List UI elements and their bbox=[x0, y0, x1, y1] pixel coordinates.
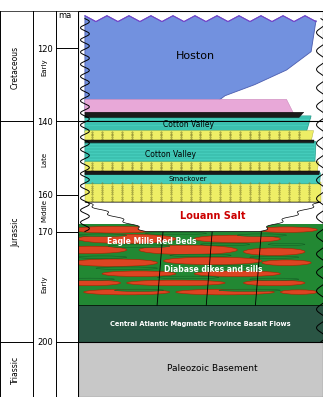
Text: Louann Salt: Louann Salt bbox=[180, 211, 246, 220]
Ellipse shape bbox=[71, 259, 157, 267]
Ellipse shape bbox=[78, 235, 176, 244]
Ellipse shape bbox=[157, 276, 219, 279]
Ellipse shape bbox=[219, 290, 280, 292]
Ellipse shape bbox=[53, 247, 127, 254]
Ellipse shape bbox=[84, 290, 170, 295]
Polygon shape bbox=[85, 117, 311, 133]
Ellipse shape bbox=[194, 271, 280, 277]
Polygon shape bbox=[78, 225, 323, 316]
Polygon shape bbox=[85, 113, 304, 119]
Polygon shape bbox=[85, 162, 318, 173]
Text: 140: 140 bbox=[37, 118, 53, 127]
Ellipse shape bbox=[256, 227, 317, 233]
Text: Late: Late bbox=[41, 151, 47, 166]
Ellipse shape bbox=[78, 234, 127, 237]
Polygon shape bbox=[78, 342, 323, 397]
Polygon shape bbox=[85, 203, 321, 232]
Ellipse shape bbox=[71, 227, 157, 234]
Ellipse shape bbox=[244, 248, 305, 256]
Text: Middle: Middle bbox=[41, 198, 47, 221]
Text: Smackover: Smackover bbox=[169, 176, 208, 182]
Text: ma: ma bbox=[58, 11, 71, 20]
Text: Central Atlantic Magmatic Province Basalt Flows: Central Atlantic Magmatic Province Basal… bbox=[110, 321, 291, 326]
Ellipse shape bbox=[262, 261, 311, 266]
Ellipse shape bbox=[200, 243, 250, 246]
Polygon shape bbox=[85, 182, 321, 203]
Polygon shape bbox=[78, 305, 323, 342]
Ellipse shape bbox=[249, 279, 299, 281]
Ellipse shape bbox=[96, 267, 157, 270]
Text: 200: 200 bbox=[37, 337, 53, 346]
Text: Jurassic: Jurassic bbox=[11, 217, 20, 247]
Polygon shape bbox=[85, 173, 320, 184]
Text: Cotton Valley: Cotton Valley bbox=[163, 119, 214, 128]
Text: Early: Early bbox=[41, 58, 47, 76]
Ellipse shape bbox=[102, 271, 176, 277]
Ellipse shape bbox=[145, 233, 207, 235]
Ellipse shape bbox=[78, 256, 127, 259]
Ellipse shape bbox=[139, 246, 237, 255]
Polygon shape bbox=[85, 100, 294, 115]
Polygon shape bbox=[85, 140, 314, 143]
Ellipse shape bbox=[176, 225, 249, 231]
Polygon shape bbox=[85, 131, 314, 142]
Ellipse shape bbox=[127, 281, 225, 286]
Ellipse shape bbox=[194, 236, 280, 243]
Ellipse shape bbox=[244, 281, 305, 286]
Text: Eagle Mills Red Beds: Eagle Mills Red Beds bbox=[107, 237, 196, 245]
Text: Triassic: Triassic bbox=[11, 355, 20, 383]
Ellipse shape bbox=[268, 244, 305, 246]
Text: 160: 160 bbox=[37, 191, 53, 200]
Text: 170: 170 bbox=[37, 227, 53, 236]
Polygon shape bbox=[85, 17, 316, 111]
Ellipse shape bbox=[237, 234, 286, 237]
Polygon shape bbox=[85, 142, 316, 164]
Polygon shape bbox=[78, 177, 323, 239]
Text: Early: Early bbox=[41, 274, 47, 292]
Ellipse shape bbox=[59, 281, 120, 286]
Ellipse shape bbox=[213, 265, 262, 268]
Text: Cretaceous: Cretaceous bbox=[11, 46, 20, 89]
Text: Diabase dikes and sills: Diabase dikes and sills bbox=[164, 264, 262, 273]
Text: Paleozoic Basement: Paleozoic Basement bbox=[167, 363, 258, 372]
Ellipse shape bbox=[170, 254, 231, 257]
Ellipse shape bbox=[249, 256, 299, 258]
Ellipse shape bbox=[176, 290, 274, 295]
Text: Cotton Valley: Cotton Valley bbox=[146, 150, 196, 159]
Ellipse shape bbox=[164, 258, 262, 265]
Ellipse shape bbox=[65, 279, 115, 281]
Polygon shape bbox=[85, 171, 320, 175]
Ellipse shape bbox=[108, 245, 170, 248]
Text: Hoston: Hoston bbox=[176, 51, 215, 61]
Text: 120: 120 bbox=[37, 45, 53, 53]
Ellipse shape bbox=[115, 290, 164, 292]
Ellipse shape bbox=[280, 290, 317, 294]
